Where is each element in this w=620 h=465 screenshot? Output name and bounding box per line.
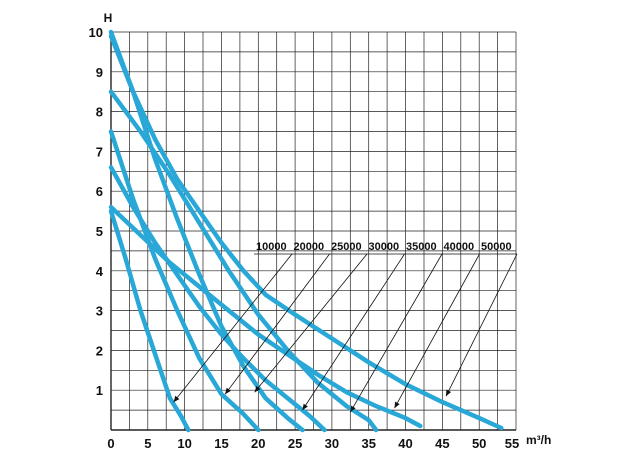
x-tick-label: 50 (472, 436, 486, 451)
y-axis-label: H (104, 11, 113, 25)
pointer-line-35000 (349, 253, 443, 413)
pointer-arrowhead-30000 (302, 403, 308, 411)
series-label-35000: 35000 (406, 241, 437, 253)
y-tick-label: 7 (96, 144, 103, 159)
pointer-arrowhead-40000 (394, 401, 400, 409)
pointer-arrowhead-10000 (173, 395, 180, 403)
series-line-25000 (108, 29, 305, 433)
y-tick-label: 3 (96, 304, 103, 319)
x-tick-label: 5 (144, 436, 151, 451)
series-label-25000: 25000 (331, 241, 362, 253)
x-tick-label: 40 (398, 436, 412, 451)
x-tick-label: 0 (107, 436, 114, 451)
y-tick-label: 2 (96, 343, 103, 358)
series-label-30000: 30000 (369, 241, 400, 253)
x-tick-label: 35 (361, 436, 375, 451)
x-tick-label: 20 (251, 436, 265, 451)
pointer-line-40000 (394, 253, 480, 409)
series-line-40000 (108, 204, 423, 429)
grid-layer (110, 31, 517, 431)
series-label-50000: 50000 (481, 241, 512, 253)
y-tick-label: 9 (96, 65, 103, 80)
curve-layer (108, 29, 504, 433)
pointer-line-30000 (302, 253, 405, 411)
x-tick-label: 10 (177, 436, 191, 451)
pointer-line-25000 (254, 253, 368, 393)
y-tick-label: 5 (96, 224, 103, 239)
y-tick-label: 4 (96, 264, 104, 279)
series-label-40000: 40000 (444, 241, 475, 253)
x-axis-label: m³/h (526, 433, 551, 447)
pointer-arrowhead-20000 (225, 387, 231, 395)
pointer-arrowhead-25000 (254, 385, 261, 393)
pointer-line-20000 (224, 253, 330, 395)
pointer-line-50000 (445, 253, 518, 397)
series-line-35000 (108, 89, 379, 433)
label-layer: 10000 20000 25000 30000 35000 40000 50000 (254, 241, 517, 255)
series-line-50000 (108, 33, 504, 431)
y-tick-label: 1 (96, 383, 103, 398)
pointer-layer (173, 253, 518, 413)
series-line-10000 (108, 208, 191, 433)
x-tick-label: 25 (288, 436, 302, 451)
y-tick-label: 10 (89, 25, 103, 40)
series-label-10000: 10000 (256, 241, 287, 253)
pointer-arrowhead-35000 (350, 405, 356, 413)
y-tick-label: 6 (96, 184, 103, 199)
pointer-line-10000 (173, 253, 293, 403)
pointer-arrowhead-50000 (446, 389, 452, 397)
series-label-20000: 20000 (294, 241, 325, 253)
series-line-30000 (108, 165, 327, 433)
x-tick-label: 15 (214, 436, 228, 451)
x-tick-label: 30 (325, 436, 339, 451)
x-tick-label: 55 (505, 436, 519, 451)
y-tick-label: 8 (96, 105, 103, 120)
x-tick-label: 45 (435, 436, 449, 451)
